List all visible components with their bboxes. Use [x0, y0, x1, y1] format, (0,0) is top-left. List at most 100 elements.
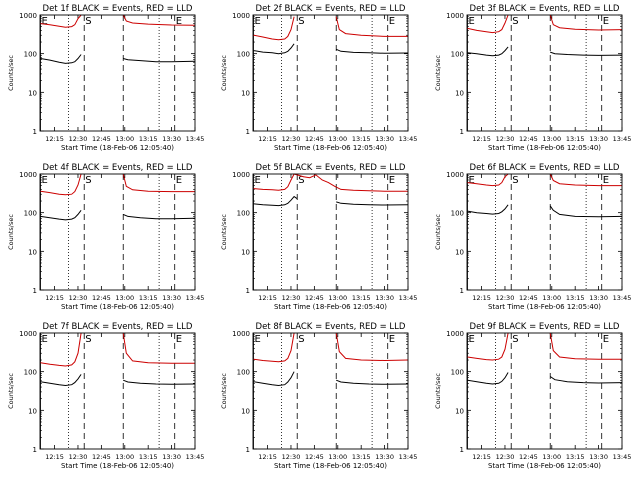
y-tick-label: 1	[460, 128, 464, 136]
y-axis-label: Counts/sec	[7, 214, 15, 250]
series-lld-line	[549, 173, 622, 187]
y-tick-label: 100	[24, 210, 37, 218]
y-tick-label: 1	[460, 287, 464, 295]
y-tick-label: 1000	[232, 171, 250, 179]
plot-frame	[252, 173, 409, 291]
x-tick-label: 13:15	[352, 135, 371, 143]
x-tick-label: 13:15	[352, 294, 371, 302]
series-events-line	[253, 43, 295, 55]
event-marker-label: E	[469, 16, 475, 27]
plot-frame	[466, 332, 623, 450]
series-events-line	[40, 374, 82, 387]
y-tick-label: 1000	[446, 330, 464, 338]
y-tick-label: 1	[460, 446, 464, 454]
y-tick-label: 1	[33, 446, 37, 454]
event-marker-label: E	[389, 175, 395, 186]
panel-det-6: Det 6f BLACK = Events, RED = LLD 1 10 100 10…	[434, 163, 631, 311]
series-events-line	[336, 201, 409, 206]
x-tick-label: 13:30	[375, 294, 394, 302]
x-tick-label: 13:45	[613, 294, 632, 302]
y-tick-label: 10	[455, 407, 464, 415]
x-tick-label: 13:15	[139, 453, 158, 461]
y-tick-label: 10	[28, 248, 37, 256]
y-axis-label: Counts/sec	[220, 214, 228, 250]
x-axis-label: Start Time (18-Feb-06 12:05:40)	[488, 303, 601, 311]
series-lld-line	[467, 173, 509, 187]
y-tick-label: 100	[237, 210, 250, 218]
x-tick-label: 13:00	[542, 453, 561, 461]
series-lld-line	[467, 332, 509, 361]
event-marker-label: E	[389, 334, 395, 345]
series-lld-line	[253, 16, 295, 41]
x-tick-label: 12:30	[69, 135, 88, 143]
x-tick-label: 13:00	[328, 135, 347, 143]
event-marker-label: E	[603, 175, 609, 186]
x-tick-label: 12:15	[258, 135, 277, 143]
panel-det-2: Det 2f BLACK = Events, RED = LLD 1 10 100 10…	[220, 4, 417, 152]
y-tick-label: 100	[237, 51, 250, 59]
event-marker-label: S	[85, 334, 91, 345]
x-tick-label: 12:45	[519, 135, 538, 143]
series-events-line	[123, 379, 196, 385]
panel-title: Det 4f BLACK = Events, RED = LLD	[43, 163, 193, 173]
event-marker-label: S	[85, 175, 91, 186]
x-tick-label: 12:15	[45, 453, 64, 461]
y-tick-label: 1000	[19, 171, 37, 179]
x-tick-label: 12:45	[92, 135, 111, 143]
y-tick-label: 1	[246, 287, 250, 295]
series-events-line	[336, 48, 409, 54]
y-tick-label: 1000	[19, 12, 37, 20]
series-lld-line	[549, 14, 623, 31]
y-tick-label: 100	[451, 210, 464, 218]
x-tick-label: 12:30	[282, 294, 301, 302]
x-axis-label: Start Time (18-Feb-06 12:05:40)	[274, 144, 387, 152]
x-tick-label: 13:00	[328, 453, 347, 461]
x-tick-label: 13:30	[162, 135, 181, 143]
plot-frame	[252, 332, 409, 450]
y-axis-label: Counts/sec	[434, 55, 442, 91]
event-marker-label: S	[512, 175, 518, 186]
x-tick-label: 12:15	[258, 453, 277, 461]
x-tick-label: 13:45	[613, 135, 632, 143]
x-tick-label: 13:15	[566, 294, 585, 302]
panel-title: Det 9f BLACK = Events, RED = LLD	[470, 322, 620, 332]
x-tick-label: 12:30	[69, 294, 88, 302]
series-events-line	[467, 46, 509, 57]
x-tick-label: 12:30	[282, 453, 301, 461]
plot-frame	[466, 173, 623, 291]
x-tick-label: 13:45	[186, 294, 205, 302]
plot-frame	[252, 14, 409, 132]
y-axis-label: Counts/sec	[434, 373, 442, 409]
y-tick-label: 1000	[446, 12, 464, 20]
event-marker-label: E	[42, 175, 48, 186]
panel-title: Det 1f BLACK = Events, RED = LLD	[43, 4, 193, 14]
x-tick-label: 12:30	[496, 453, 515, 461]
series-events-line	[40, 54, 82, 64]
panel-title: Det 3f BLACK = Events, RED = LLD	[470, 4, 620, 14]
y-tick-label: 100	[24, 369, 37, 377]
y-axis-label: Counts/sec	[434, 214, 442, 250]
series-events-line	[549, 205, 623, 218]
event-marker-label: S	[298, 334, 304, 345]
x-tick-label: 13:45	[186, 135, 205, 143]
series-lld-line	[122, 173, 195, 193]
event-marker-label: S	[85, 16, 91, 27]
series-lld-line	[40, 173, 82, 196]
event-marker-label: E	[42, 334, 48, 345]
panel-det-1: Det 1f BLACK = Events, RED = LLD 1 10 100 10…	[7, 4, 204, 152]
x-tick-label: 13:30	[162, 453, 181, 461]
x-tick-label: 12:45	[305, 453, 324, 461]
y-axis-label: Counts/sec	[220, 373, 228, 409]
series-events-line	[467, 204, 509, 215]
x-tick-label: 13:45	[399, 135, 418, 143]
series-lld-line	[40, 332, 82, 367]
x-tick-label: 13:30	[375, 453, 394, 461]
x-tick-label: 13:00	[115, 453, 134, 461]
panel-title: Det 8f BLACK = Events, RED = LLD	[256, 322, 406, 332]
series-events-line	[253, 371, 295, 387]
panel-title: Det 6f BLACK = Events, RED = LLD	[470, 163, 620, 173]
y-axis-label: Counts/sec	[220, 55, 228, 91]
series-lld-line	[335, 16, 408, 37]
x-tick-label: 13:15	[566, 453, 585, 461]
